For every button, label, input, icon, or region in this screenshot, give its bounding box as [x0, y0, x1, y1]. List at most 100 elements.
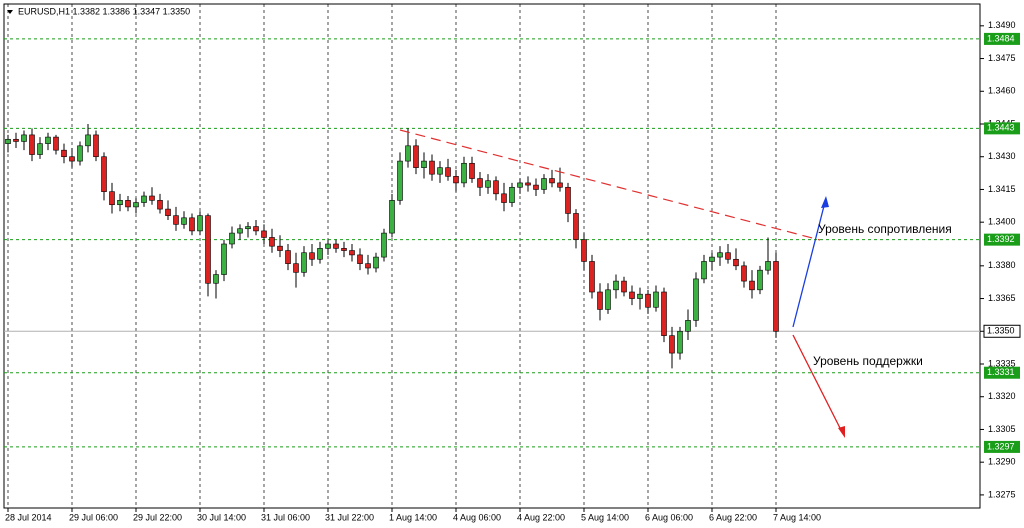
x-tick-label: 5 Aug 14:00 — [581, 512, 629, 522]
candle-body — [277, 245, 283, 251]
y-tick-label: 1.3365 — [988, 293, 1016, 303]
annotation: Уровень сопротивления — [818, 222, 952, 236]
candle-body — [293, 263, 299, 273]
arrow-down — [792, 334, 843, 433]
candle-body — [485, 180, 491, 188]
candle-body — [397, 160, 403, 201]
candle-body — [653, 291, 659, 308]
x-tick-label: 4 Aug 22:00 — [517, 512, 565, 522]
candle-body — [45, 136, 51, 144]
trend-line — [399, 129, 821, 241]
candle-body — [557, 182, 563, 188]
candle-body — [661, 291, 667, 336]
candle-body — [85, 134, 91, 147]
candle-body — [269, 237, 275, 247]
candle-body — [285, 250, 291, 264]
candle-body — [253, 226, 259, 232]
level-label: 1.3392 — [987, 234, 1015, 244]
candle-body — [333, 243, 339, 249]
candle-body — [749, 280, 755, 291]
arrow-head — [821, 196, 829, 208]
candle-body — [245, 226, 251, 230]
candle-body — [149, 195, 155, 201]
candle-body — [629, 291, 635, 299]
x-tick-label: 6 Aug 22:00 — [709, 512, 757, 522]
level-label-box — [984, 233, 1020, 246]
y-tick-label: 1.3335 — [988, 358, 1016, 368]
candle-body — [325, 243, 331, 249]
candle-body — [133, 202, 139, 208]
arrow-up — [792, 201, 826, 328]
y-tick-label: 1.3400 — [988, 217, 1016, 227]
candle-body — [637, 293, 643, 299]
x-tick-label: 6 Aug 06:00 — [645, 512, 693, 522]
level-label: 1.3331 — [987, 367, 1015, 377]
level-label-box — [984, 440, 1020, 453]
plot-frame — [3, 3, 981, 509]
candle-body — [309, 252, 315, 260]
y-tick-label: 1.3305 — [988, 424, 1016, 434]
x-tick-label: 31 Jul 22:00 — [325, 512, 374, 522]
candle-body — [181, 217, 187, 225]
y-tick-label: 1.3430 — [988, 151, 1016, 161]
candle-body — [493, 180, 499, 195]
y-tick-label: 1.3320 — [988, 391, 1016, 401]
candle-body — [349, 250, 355, 256]
current-price-label: 1.3350 — [987, 326, 1015, 336]
y-tick-label: 1.3290 — [988, 457, 1016, 467]
candle-body — [517, 182, 523, 188]
candle-body — [701, 261, 707, 280]
candle-body — [445, 167, 451, 177]
candle-body — [221, 243, 227, 275]
candle-body — [125, 200, 131, 208]
candle-body — [605, 289, 611, 310]
x-tick-label: 31 Jul 06:00 — [261, 512, 310, 522]
candle-body — [597, 291, 603, 310]
candle-body — [461, 162, 467, 184]
candle-body — [725, 252, 731, 260]
candle-body — [229, 232, 235, 245]
x-tick-label: 29 Jul 22:00 — [133, 512, 182, 522]
candle-body — [117, 200, 123, 206]
candle-body — [101, 156, 107, 192]
candle-body — [77, 145, 83, 162]
candle-body — [765, 261, 771, 271]
candle-body — [549, 178, 555, 184]
candle-body — [589, 261, 595, 293]
candle-body — [429, 160, 435, 175]
candle-body — [645, 293, 651, 308]
menu-triangle[interactable] — [7, 10, 13, 14]
candle-body — [141, 195, 147, 203]
candle-body — [21, 134, 27, 142]
current-price-box — [983, 324, 1021, 338]
candle-body — [733, 258, 739, 267]
candle-body — [13, 138, 19, 142]
x-tick-label: 7 Aug 14:00 — [773, 512, 821, 522]
candle-body — [93, 134, 99, 158]
candle-body — [669, 335, 675, 354]
y-tick-label: 1.3460 — [988, 86, 1016, 96]
candle-body — [29, 134, 35, 155]
candle-body — [525, 182, 531, 186]
candle-body — [613, 280, 619, 291]
level-label: 1.3443 — [987, 123, 1015, 133]
level-label-box — [984, 366, 1020, 379]
candle-body — [469, 162, 475, 179]
candle-body — [157, 200, 163, 210]
candle-body — [453, 176, 459, 184]
x-tick-label: 4 Aug 06:00 — [453, 512, 501, 522]
annotation: Уровень поддержки — [813, 354, 923, 368]
candle-body — [189, 217, 195, 232]
level-label: 1.3297 — [987, 441, 1015, 451]
x-tick-label: 30 Jul 14:00 — [197, 512, 246, 522]
candle-body — [741, 265, 747, 282]
y-tick-label: 1.3380 — [988, 260, 1016, 270]
candle-body — [709, 256, 715, 262]
candle-body — [533, 184, 539, 190]
candle-body — [261, 230, 267, 238]
level-label-box — [984, 122, 1020, 135]
y-tick-label: 1.3415 — [988, 184, 1016, 194]
candle-body — [165, 208, 171, 216]
